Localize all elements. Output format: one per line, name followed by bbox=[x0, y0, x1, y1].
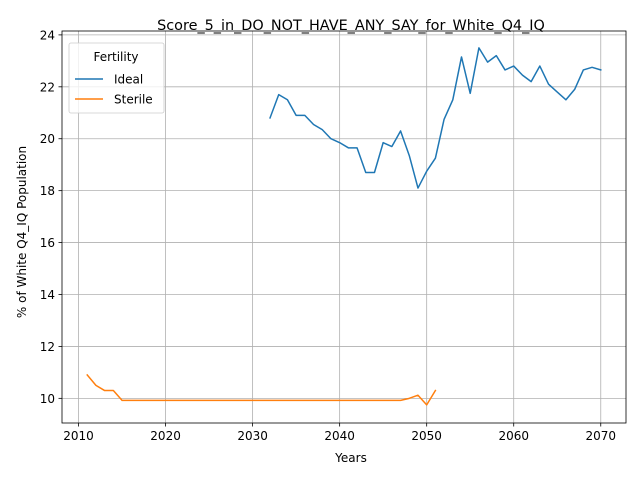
grid-lines bbox=[62, 31, 626, 423]
series-lines bbox=[86, 47, 602, 406]
x-tick-label: 2060 bbox=[498, 429, 529, 443]
legend: Fertility Ideal Sterile bbox=[68, 42, 165, 114]
y-tick-label: 16 bbox=[40, 236, 55, 250]
y-tick-label: 22 bbox=[40, 80, 55, 94]
legend-label-sterile: Sterile bbox=[114, 93, 153, 107]
y-tick-label: 12 bbox=[40, 340, 55, 354]
y-tick-label: 14 bbox=[40, 288, 55, 302]
y-tick-label: 18 bbox=[40, 184, 55, 198]
y-tick-label: 24 bbox=[40, 28, 55, 42]
legend-title: Fertility bbox=[93, 50, 138, 64]
axis-ticks: 2010 2020 2030 2040 2050 2060 2070 10 12 14 16 18 20… bbox=[40, 28, 616, 443]
x-tick-label: 2030 bbox=[237, 429, 268, 443]
x-tick-label: 2020 bbox=[150, 429, 181, 443]
x-axis-label: Years bbox=[334, 451, 367, 465]
plot-frame bbox=[61, 30, 627, 424]
y-axis-label: % of White Q4_IQ Population bbox=[15, 146, 29, 318]
legend-box bbox=[68, 42, 165, 114]
legend-label-ideal: Ideal bbox=[114, 73, 143, 87]
y-tick-label: 10 bbox=[40, 392, 55, 406]
x-tick-label: 2040 bbox=[324, 429, 355, 443]
x-tick-label: 2010 bbox=[63, 429, 94, 443]
x-tick-label: 2070 bbox=[585, 429, 616, 443]
x-tick-label: 2050 bbox=[411, 429, 442, 443]
legend-entries: Ideal Sterile bbox=[75, 73, 153, 107]
series-line-ideal bbox=[269, 47, 602, 189]
chart-title: Score_5_in_DO_NOT_HAVE_ANY_SAY_for_White… bbox=[157, 18, 545, 34]
y-tick-label: 20 bbox=[40, 132, 55, 146]
series-line-sterile bbox=[86, 373, 437, 406]
